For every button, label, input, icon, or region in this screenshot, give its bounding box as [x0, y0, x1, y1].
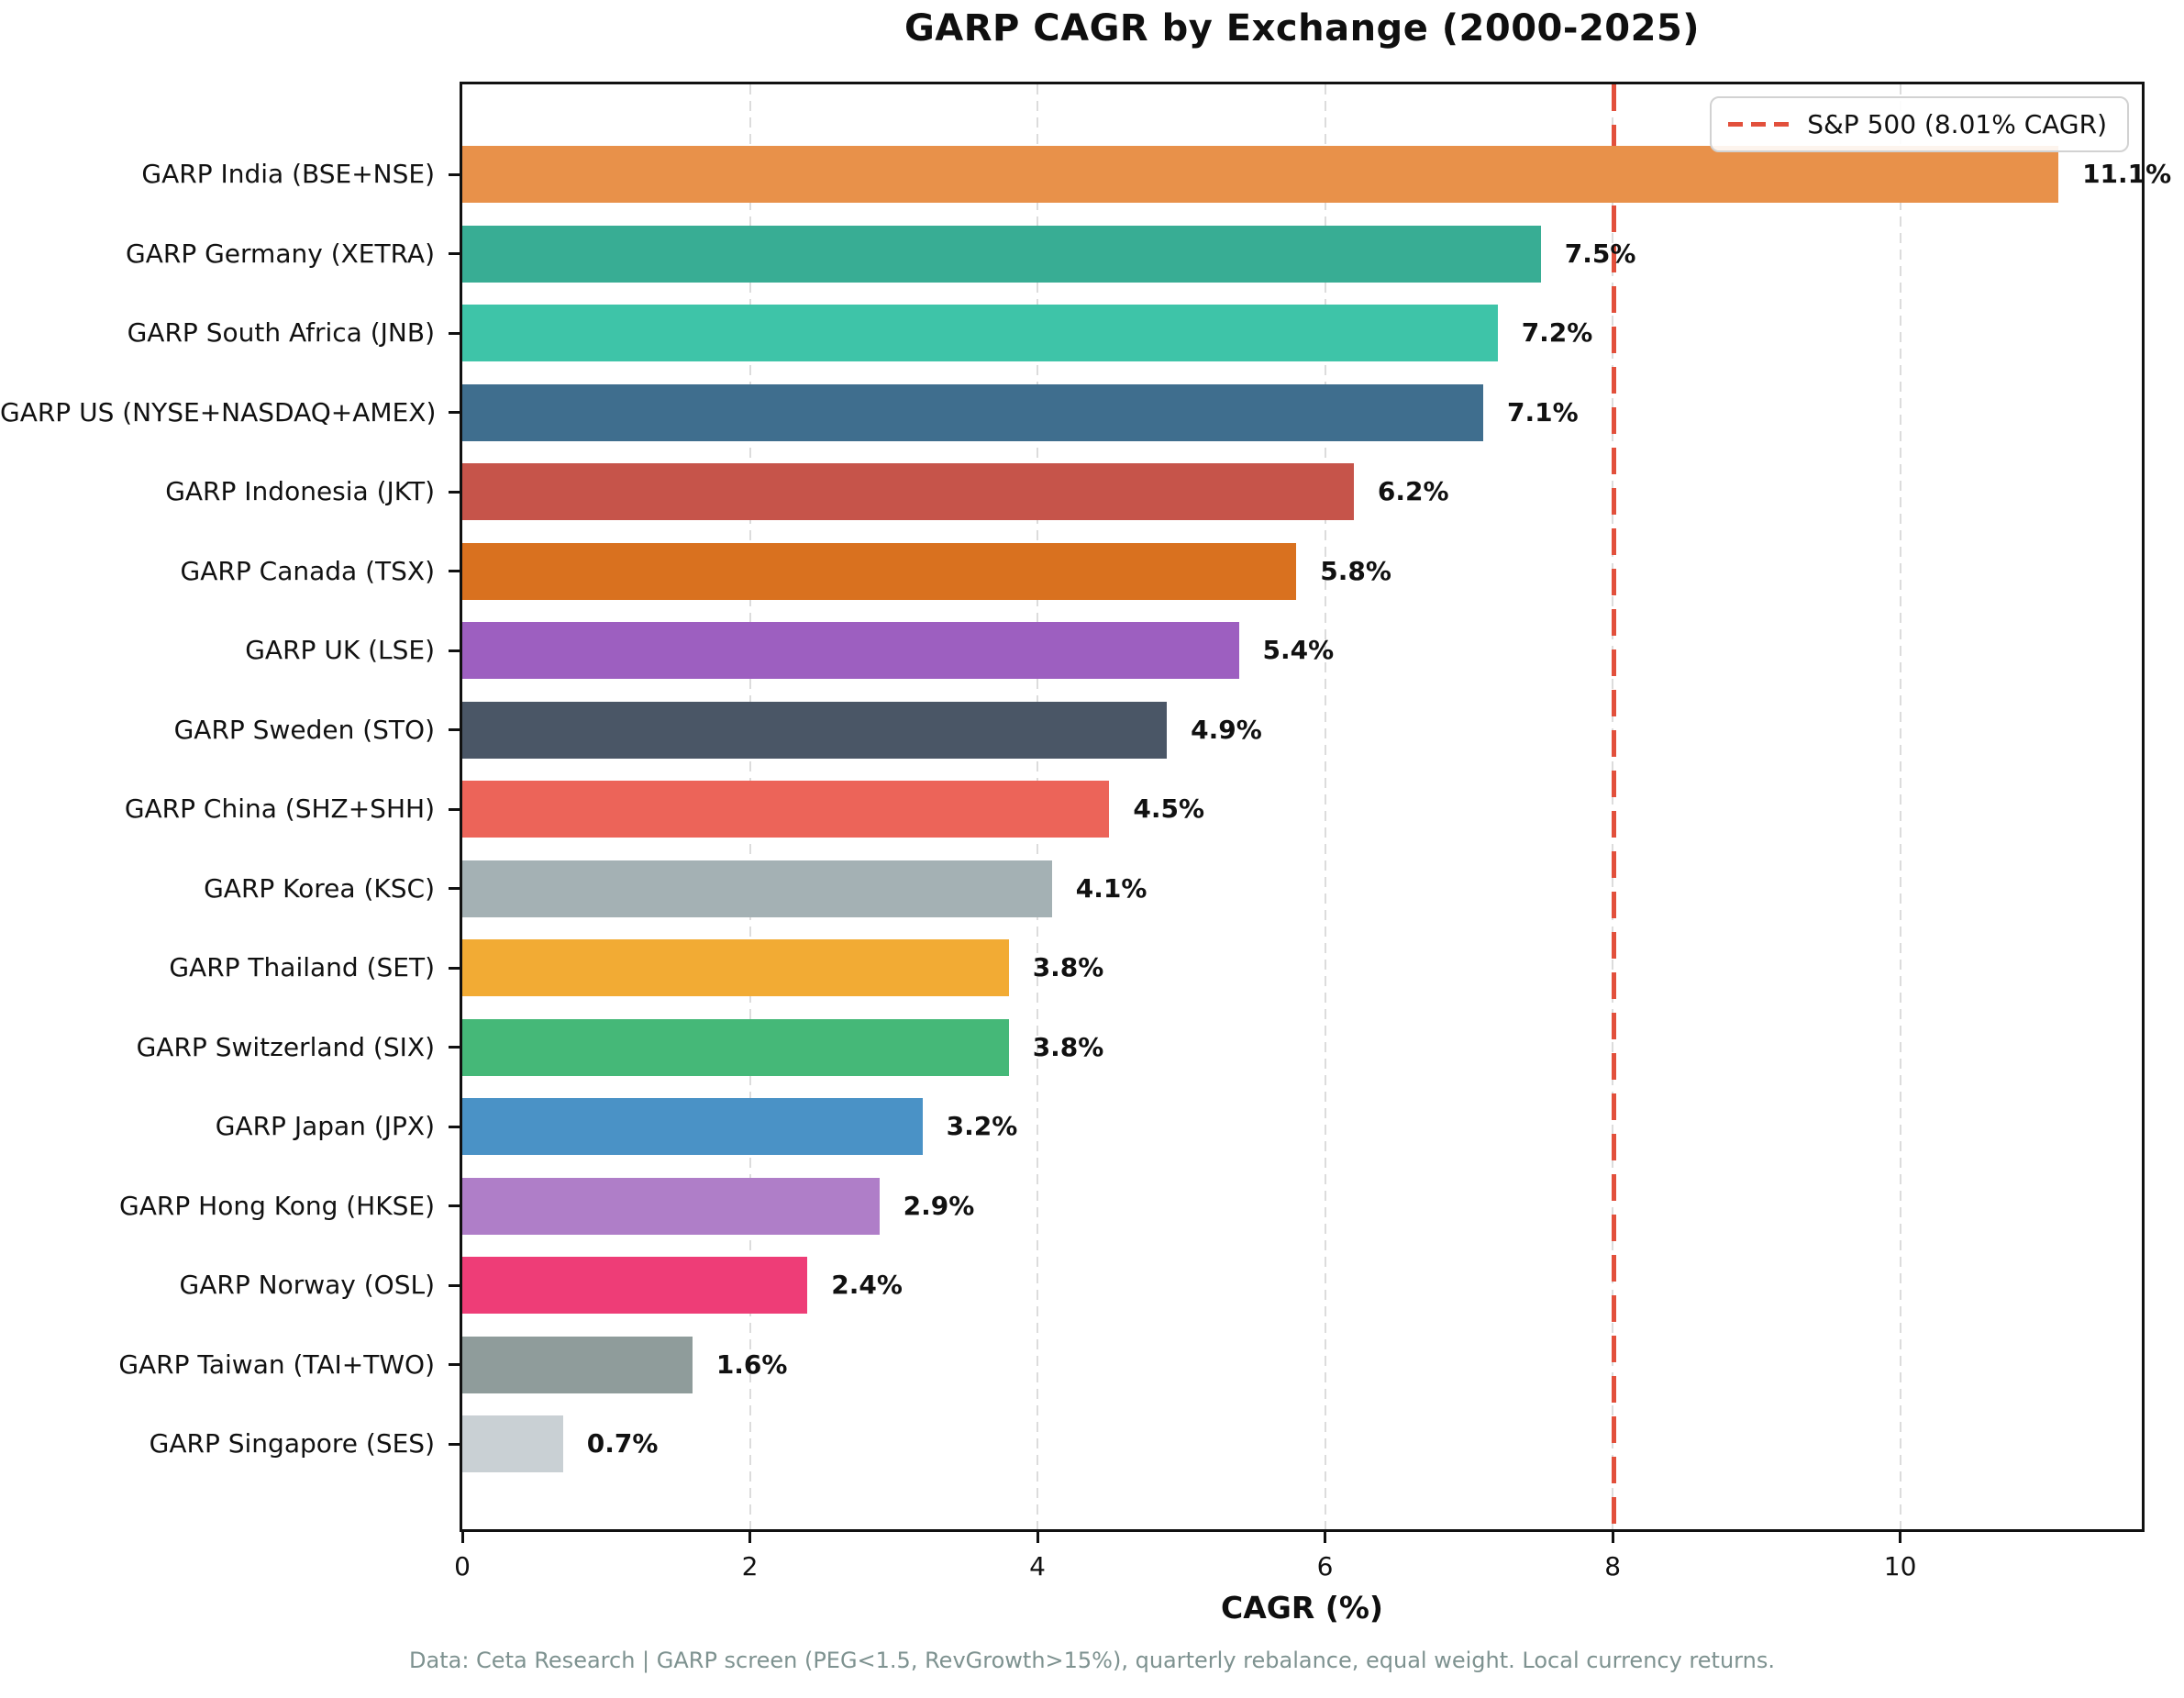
y-axis-tick — [449, 1204, 462, 1207]
reference-line-legend-swatch — [1728, 122, 1790, 127]
bar — [462, 383, 1484, 441]
y-axis-tick — [449, 490, 462, 494]
y-axis-label: GARP Switzerland (SIX) — [136, 1031, 435, 1062]
y-axis-labels: GARP India (BSE+NSE) GARP Germany (XETRA)… — [0, 84, 446, 1529]
y-axis-tick — [449, 1046, 462, 1049]
legend: S&P 500 (8.01% CAGR) — [1710, 96, 2129, 152]
y-axis-tick — [449, 1125, 462, 1128]
x-tick-label: 10 — [1883, 1551, 1917, 1581]
bar — [462, 701, 1168, 759]
x-axis-title: CAGR (%) — [1221, 1590, 1383, 1626]
y-axis-tick — [449, 172, 462, 176]
x-tick-label: 8 — [1604, 1551, 1622, 1581]
reference-line-sp500 — [1612, 84, 1617, 1529]
bar — [462, 622, 1239, 679]
legend-label: S&P 500 (8.01% CAGR) — [1807, 109, 2107, 139]
x-axis-tick-labels: 0 2 4 6 8 10 — [454, 1548, 2142, 1585]
y-axis-tick — [449, 966, 462, 970]
x-axis-tick — [748, 1529, 752, 1543]
y-axis-tick — [449, 649, 462, 652]
y-axis-label: GARP Taiwan (TAI+TWO) — [118, 1348, 435, 1380]
x-axis-tick — [1611, 1529, 1614, 1543]
bar — [462, 860, 1052, 917]
y-axis-tick — [449, 1363, 462, 1366]
plot-area: S&P 500 (8.01% CAGR) 11.1% 7.5% 7.2% 7.1% 6.… — [449, 82, 2171, 1543]
y-axis-label: GARP Canada (TSX) — [180, 555, 435, 586]
bar — [462, 463, 1354, 520]
bar-value-label: 11.1% — [2082, 159, 2172, 189]
y-axis-tick — [449, 252, 462, 255]
bar-value-label: 2.4% — [831, 1270, 903, 1300]
bar-value-label: 7.1% — [1507, 396, 1579, 427]
bar-value-label: 7.5% — [1564, 238, 1636, 269]
y-axis-label: GARP South Africa (JNB) — [127, 317, 435, 348]
bar-value-label: 3.8% — [1032, 1031, 1104, 1062]
y-axis-tick — [449, 728, 462, 731]
bar — [462, 1415, 563, 1472]
gridline — [1324, 84, 1326, 1529]
y-axis-label: GARP India (BSE+NSE) — [141, 159, 435, 189]
bar-value-label: 1.6% — [715, 1348, 788, 1380]
bar-value-label: 3.8% — [1032, 952, 1104, 982]
bar-value-label: 5.8% — [1320, 555, 1391, 586]
y-axis-tick — [449, 807, 462, 811]
bar-value-label: 3.2% — [946, 1111, 1018, 1141]
y-axis-tick — [449, 411, 462, 414]
bar — [462, 781, 1110, 838]
bar-value-label: 4.9% — [1191, 714, 1262, 745]
y-axis-label: GARP Japan (JPX) — [215, 1111, 435, 1141]
bar-value-label: 4.5% — [1133, 794, 1205, 824]
y-axis-label: GARP UK (LSE) — [245, 635, 435, 665]
bar — [462, 1336, 693, 1393]
bar — [462, 1177, 880, 1235]
bar-value-label: 5.4% — [1262, 635, 1335, 665]
y-axis-label: GARP US (NYSE+NASDAQ+AMEX) — [0, 396, 437, 427]
x-axis-tick — [460, 1529, 464, 1543]
y-axis-tick — [449, 331, 462, 335]
y-axis-label: GARP Norway (OSL) — [179, 1270, 435, 1300]
y-axis-tick — [449, 887, 462, 890]
x-tick-label: 4 — [1029, 1551, 1046, 1581]
chart-title: GARP CAGR by Exchange (2000-2025) — [904, 7, 1701, 50]
bar — [462, 542, 1297, 600]
y-axis-label: GARP Singapore (SES) — [149, 1428, 435, 1459]
footer-caption: Data: Ceta Research | GARP screen (PEG<1… — [409, 1648, 1775, 1673]
x-tick-label: 6 — [1316, 1551, 1334, 1581]
bar-value-label: 7.2% — [1521, 317, 1593, 348]
bar-value-label: 2.9% — [903, 1190, 975, 1221]
x-axis-tick — [1899, 1529, 1902, 1543]
bar — [462, 939, 1009, 996]
y-axis-label: GARP Germany (XETRA) — [126, 238, 435, 269]
bar-value-label: 6.2% — [1377, 476, 1449, 506]
y-axis-label: GARP Thailand (SET) — [169, 952, 435, 982]
bar — [462, 1257, 808, 1314]
x-tick-label: 0 — [454, 1551, 471, 1581]
x-axis-tick — [1036, 1529, 1039, 1543]
x-axis-tick — [1324, 1529, 1327, 1543]
bar — [462, 1098, 923, 1155]
y-axis-label: GARP Indonesia (JKT) — [165, 476, 435, 506]
bar — [462, 146, 2059, 203]
y-axis-tick — [449, 1283, 462, 1287]
bar — [462, 1018, 1009, 1076]
y-axis-label: GARP Hong Kong (HKSE) — [119, 1190, 435, 1221]
y-axis-tick — [449, 570, 462, 572]
bar — [462, 225, 1541, 283]
y-axis-tick — [449, 1442, 462, 1446]
bar-value-label: 4.1% — [1075, 872, 1147, 904]
y-axis-label: GARP Korea (KSC) — [204, 872, 435, 904]
x-tick-label: 2 — [741, 1551, 759, 1581]
bar — [462, 305, 1498, 361]
y-axis-label: GARP China (SHZ+SHH) — [124, 794, 435, 824]
gridline — [1899, 84, 1901, 1529]
bar-value-label: 0.7% — [586, 1428, 659, 1459]
y-axis-label: GARP Sweden (STO) — [173, 714, 435, 745]
